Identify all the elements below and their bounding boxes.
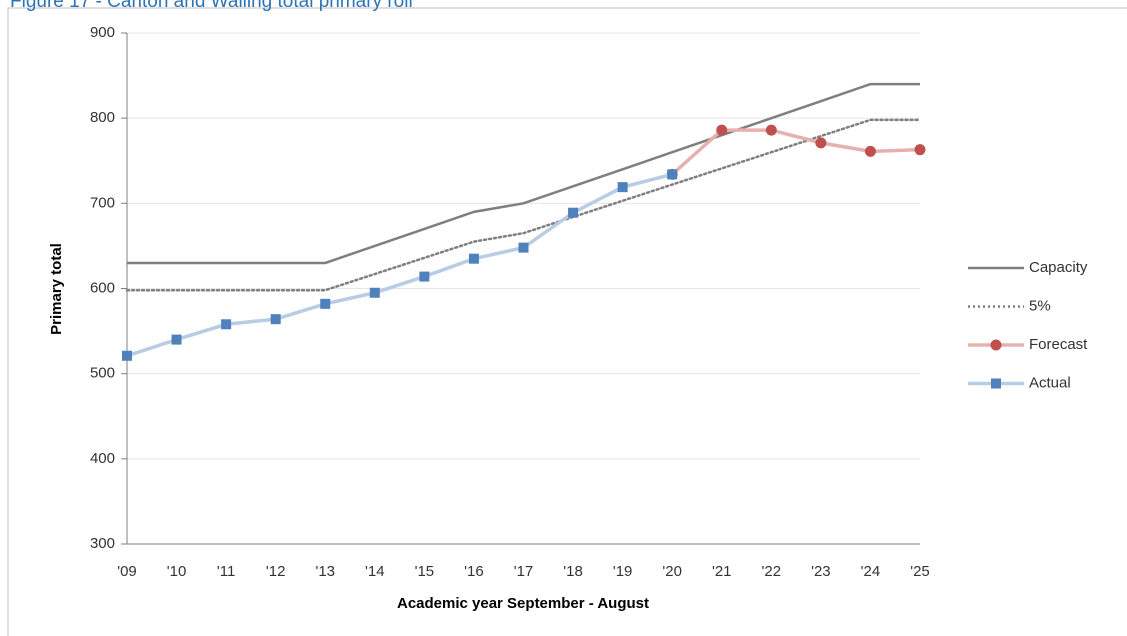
- data-point: [518, 242, 529, 253]
- x-tick-label: '17: [514, 563, 534, 580]
- data-point: [765, 124, 777, 136]
- x-tick-label: '25: [910, 563, 930, 580]
- chart-title: Figure 17 - Carlton and Walling total pr…: [10, 0, 413, 12]
- data-point: [914, 144, 926, 156]
- data-point: [270, 314, 281, 325]
- y-tick-label: 900: [90, 24, 115, 41]
- x-tick-label: '16: [464, 563, 484, 580]
- x-tick-label: '14: [365, 563, 385, 580]
- data-point: [468, 253, 479, 264]
- x-tick-label: '09: [117, 563, 137, 580]
- data-point: [221, 319, 232, 330]
- x-tick-label: '12: [266, 563, 286, 580]
- data-point: [568, 207, 579, 218]
- series-line: [125, 118, 922, 292]
- legend-marker: [990, 339, 1002, 351]
- legend-label: Actual: [1029, 374, 1071, 391]
- legend-marker: [991, 378, 1001, 389]
- x-tick-label: '18: [563, 563, 583, 580]
- legend-label: 5%: [1029, 297, 1051, 314]
- legend-label: Forecast: [1029, 336, 1088, 353]
- x-tick-label: '11: [217, 563, 235, 580]
- data-point: [815, 137, 827, 149]
- series-line: [127, 82, 920, 265]
- x-tick-label: '22: [762, 563, 782, 580]
- x-tick-label: '20: [662, 563, 682, 580]
- data-point: [617, 182, 628, 193]
- data-point: [716, 124, 728, 136]
- data-point: [864, 145, 876, 157]
- frame: [7, 7, 1127, 636]
- x-tick-label: '24: [861, 563, 881, 580]
- data-point: [369, 287, 380, 298]
- x-tick-label: '15: [415, 563, 435, 580]
- series-line: [126, 172, 673, 358]
- x-tick-label: '13: [315, 563, 335, 580]
- x-tick-label: '10: [167, 563, 187, 580]
- x-axis-title: Academic year September - August: [397, 595, 649, 612]
- data-point: [171, 334, 182, 345]
- y-tick-label: 500: [90, 365, 115, 382]
- data-point: [320, 298, 331, 309]
- legend-label: Capacity: [1029, 259, 1088, 276]
- data-point: [667, 169, 678, 180]
- y-tick-label: 700: [90, 194, 115, 211]
- y-axis-title: Primary total: [48, 243, 65, 335]
- series-line: [671, 128, 921, 176]
- x-tick-label: '21: [712, 563, 732, 580]
- x-tick-label: '23: [811, 563, 831, 580]
- x-tick-label: '19: [613, 563, 633, 580]
- data-point: [419, 271, 430, 282]
- y-tick-label: 600: [90, 279, 115, 296]
- y-tick-label: 400: [90, 450, 115, 467]
- data-point: [122, 350, 132, 361]
- y-tick-label: 300: [90, 535, 115, 552]
- y-tick-label: 800: [90, 109, 115, 126]
